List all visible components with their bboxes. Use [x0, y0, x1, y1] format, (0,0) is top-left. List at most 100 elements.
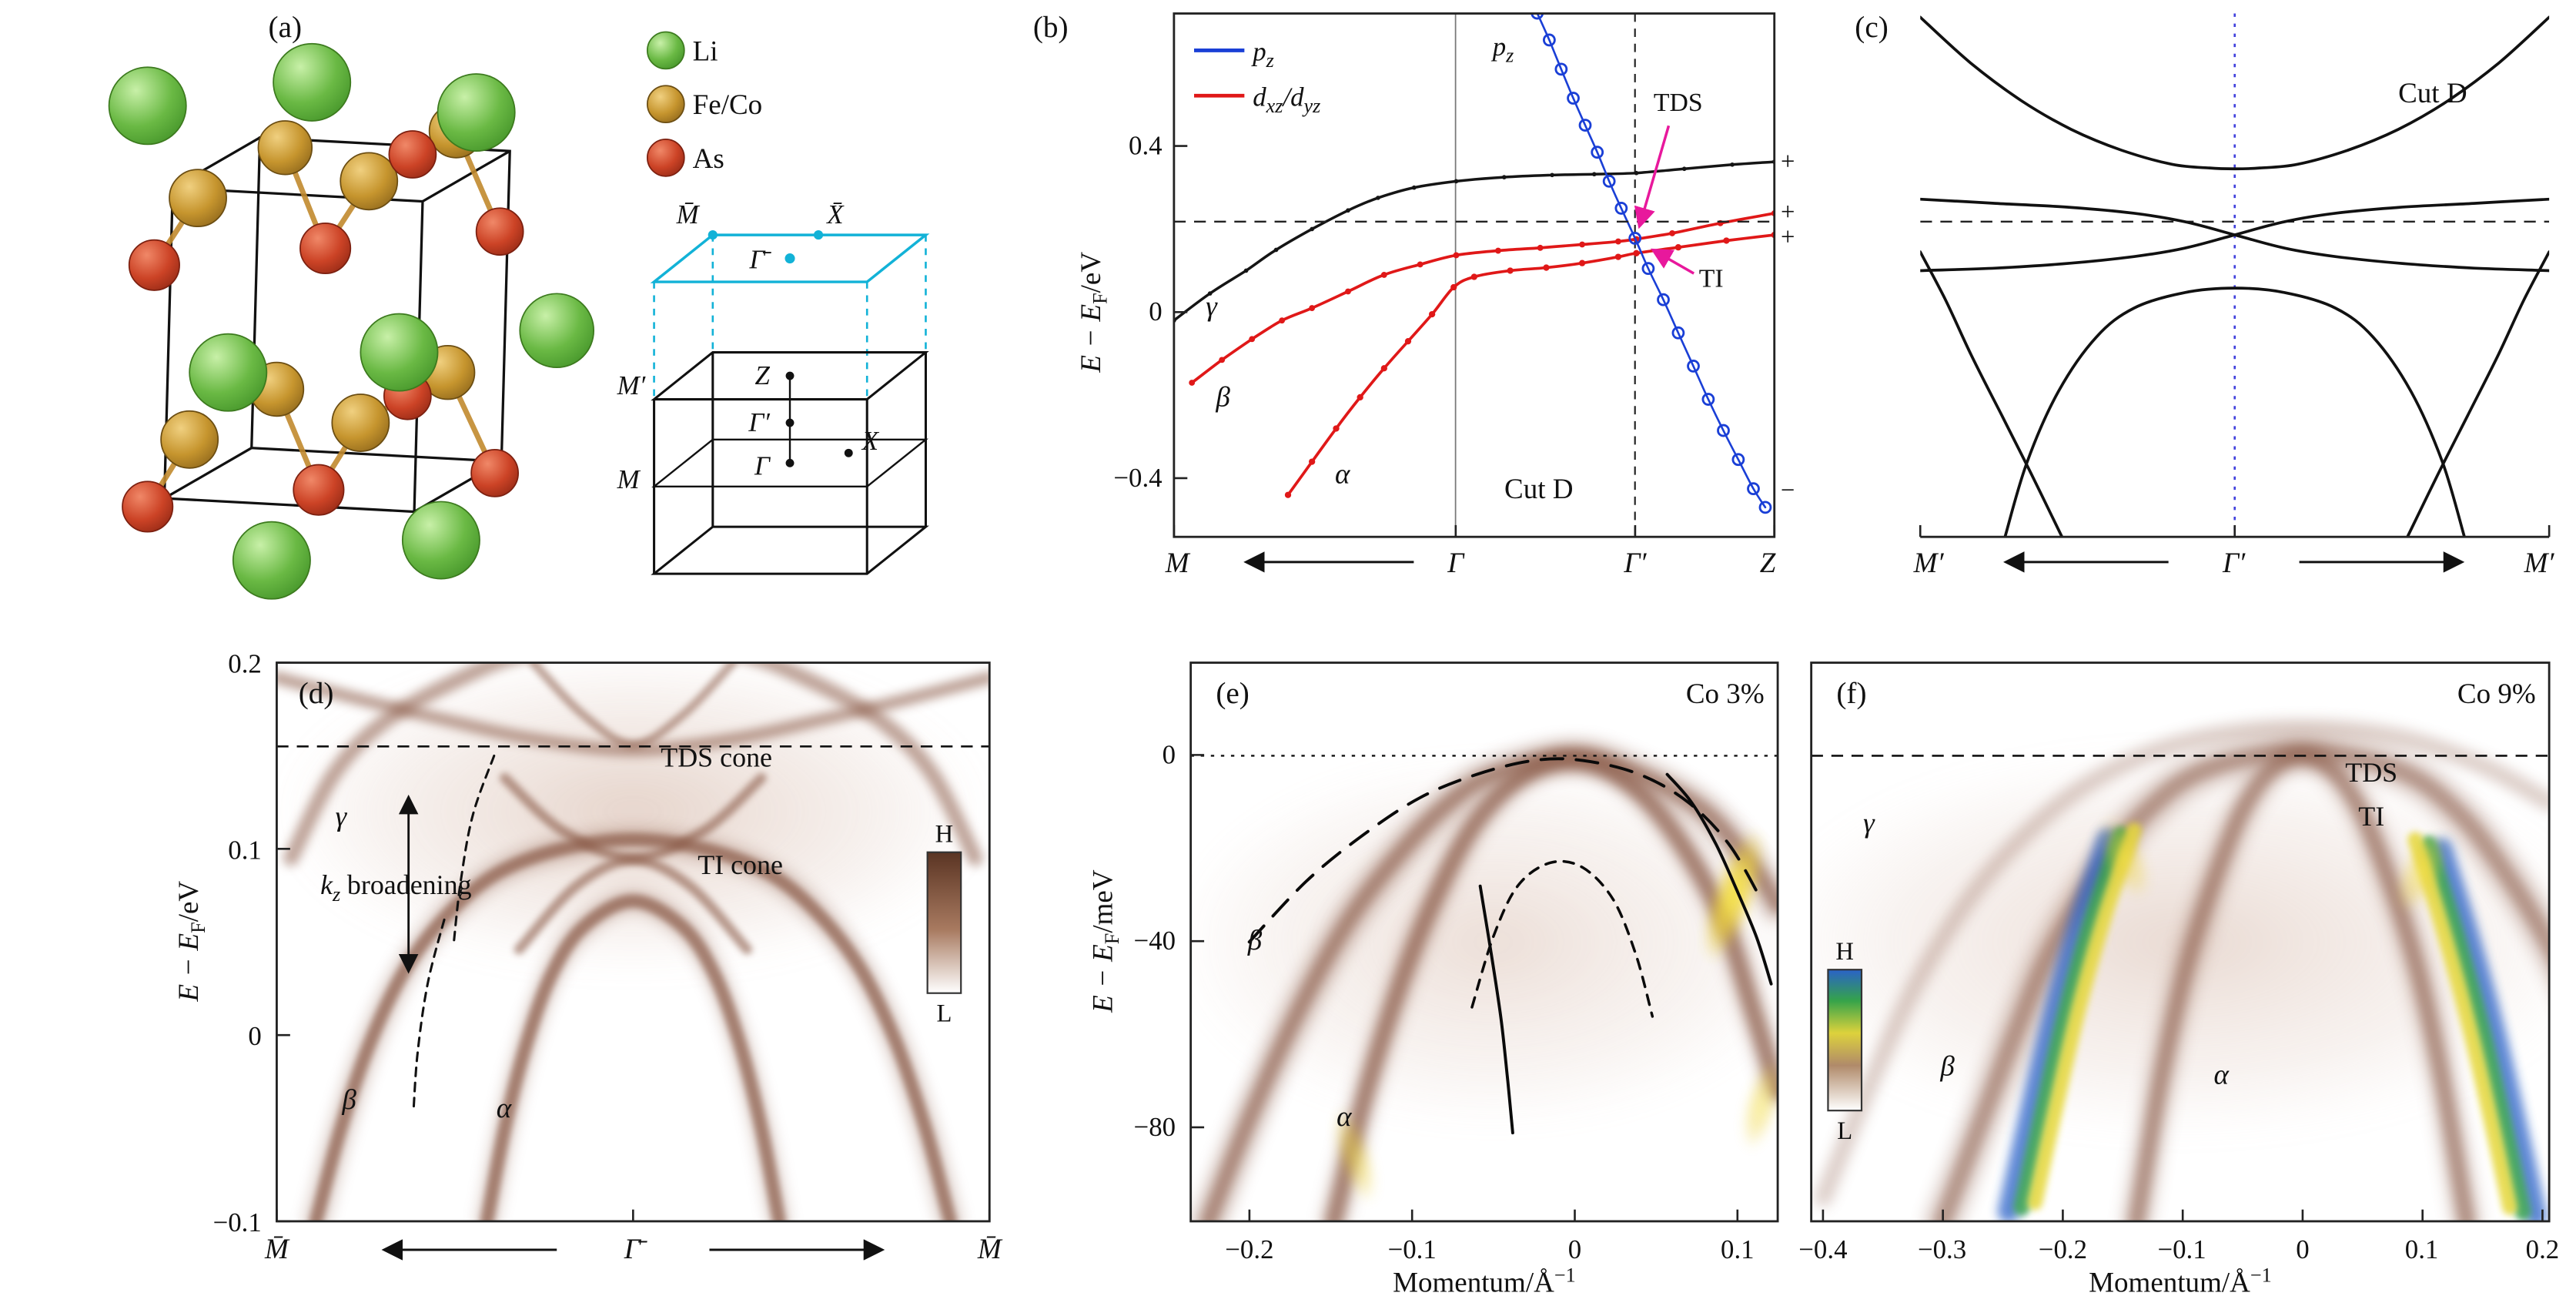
- gamma-band-marker: [1730, 162, 1735, 167]
- beta-band-marker: [1279, 317, 1286, 324]
- tds-electron-band: [276, 671, 990, 756]
- panel-e-label: (e): [1216, 677, 1250, 710]
- pz-band-marker: [1591, 146, 1604, 159]
- parity-minus: −: [1781, 477, 1795, 504]
- li-atoms: [108, 42, 595, 600]
- beta-band-marker: [1309, 305, 1316, 311]
- panel-d-plot-area: [276, 662, 990, 1221]
- z-label: Z: [754, 360, 770, 390]
- f-alpha-band-label: α: [2213, 1059, 2230, 1090]
- e-doping-label: Co 3%: [1686, 678, 1765, 710]
- mbar-label: M̄: [676, 199, 701, 229]
- crystal-structure: [108, 42, 595, 600]
- panel-a: (a): [108, 11, 930, 600]
- x-label: X: [861, 426, 880, 456]
- panel-d-ticks: [276, 661, 991, 1223]
- gamma-band: [1173, 160, 1775, 322]
- b-ytick-1: 0: [1149, 296, 1162, 327]
- beta-band: [1200, 747, 1778, 1221]
- outer-hole-band-left: [1920, 250, 2063, 537]
- alpha-band-marker: [1578, 260, 1586, 266]
- alpha-band-marker: [1428, 310, 1436, 318]
- beta-band-marker: [1249, 336, 1256, 343]
- d-ytick-2: 0: [248, 1021, 261, 1051]
- pz-band-marker: [1614, 202, 1628, 215]
- mbar-point: [708, 229, 718, 240]
- panel-f-axes: −0.4 −0.3 −0.2 −0.1 0 0.1 0.2 Momentum/Å…: [1798, 661, 2560, 1296]
- beta-band-marker: [1537, 244, 1544, 251]
- xbar-point: [813, 229, 824, 240]
- parity-plus-3: +: [1781, 223, 1795, 251]
- e-ytick-2: −80: [1134, 1112, 1176, 1142]
- pz-band-marker: [1628, 232, 1642, 245]
- gamma-band-marker: [1591, 172, 1597, 177]
- f-xtick-6: 0.2: [2526, 1234, 2560, 1264]
- d-xtick-m-right: M̄: [977, 1234, 1003, 1265]
- alpha-band-marker: [1380, 365, 1387, 372]
- as-legend-label: As: [693, 143, 724, 175]
- f-beta-band-label: β: [1939, 1050, 1955, 1082]
- beta-band-marker: [1495, 247, 1501, 254]
- e-xtick-2: 0: [1568, 1234, 1581, 1264]
- beta-band-marker: [1579, 241, 1586, 248]
- c-xtick-mprime-right: M′: [2524, 548, 2555, 579]
- pz-band-marker: [1531, 13, 1544, 20]
- gamma-band-marker: [1310, 226, 1314, 232]
- d-ytick-1: 0.1: [228, 835, 262, 865]
- b-y-axis-label: E − EF/eV: [1076, 252, 1112, 373]
- gamma-prime-point: [785, 418, 795, 427]
- b-xtick-z: Z: [1760, 548, 1776, 579]
- alpha-band-marker: [1284, 491, 1292, 498]
- alpha-band-marker: [1357, 393, 1363, 401]
- x-point: [844, 448, 853, 457]
- gamma-band: [1815, 719, 2550, 1207]
- f-xtick-2: −0.2: [2039, 1234, 2087, 1264]
- hotspot-right-low: [1741, 1059, 1778, 1150]
- xbar-label: X̄: [825, 199, 845, 229]
- c-cut-d-label: Cut D: [2398, 78, 2467, 109]
- f-xtick-4: 0: [2296, 1234, 2309, 1264]
- brillouin-zone: M̄ X̄ Γ̄ M′ M Z Γ′ Γ X: [617, 199, 930, 575]
- ti-label: TI: [1699, 265, 1724, 293]
- streak-left-green: [2013, 826, 2129, 1216]
- parity-plus-2: +: [1781, 198, 1795, 226]
- e-xtick-0: −0.2: [1225, 1234, 1273, 1264]
- gamma-band-marker: [1634, 170, 1639, 176]
- e-xtick-1: −0.1: [1388, 1234, 1437, 1264]
- pz-band-marker: [1567, 92, 1580, 105]
- f-xtick-3: −0.1: [2157, 1234, 2206, 1264]
- gamma-band-marker: [1454, 179, 1459, 184]
- f-gamma-band-label: γ: [1863, 808, 1875, 839]
- beta-band-marker: [1417, 261, 1423, 268]
- c-xtick-mprime-left: M′: [1913, 548, 1945, 579]
- panel-a-label: (a): [269, 11, 303, 44]
- gamma-label: Γ: [754, 451, 771, 481]
- f-ti-label: TI: [2358, 801, 2384, 832]
- gamma-band-marker: [1550, 172, 1554, 178]
- beta-band-marker: [1669, 229, 1675, 236]
- panel-c-axes: M′ Γ′ M′ (c) Cut D: [1855, 11, 2554, 579]
- li-legend-icon: [646, 31, 685, 70]
- alpha-band-marker: [1404, 338, 1412, 345]
- panel-b-ticks: [1173, 145, 1776, 537]
- pz-band-marker: [1687, 360, 1700, 373]
- f-xtick-0: −0.4: [1798, 1234, 1847, 1264]
- b-xtick-m: M: [1165, 548, 1191, 579]
- beta-band: [1190, 212, 1775, 384]
- panel-e-annotations: (e) Co 3% β α: [1216, 677, 1764, 1133]
- d-colorbar: [926, 851, 962, 994]
- beta-band-marker: [1615, 238, 1621, 245]
- pz-band-marker: [1578, 119, 1592, 132]
- streak-left-blue: [1997, 829, 2119, 1221]
- m-label: M: [617, 464, 641, 494]
- alpha-band-marker: [1674, 244, 1682, 251]
- f-colorbar-high-label: H: [1835, 938, 1854, 966]
- background-wash: [1190, 757, 1778, 1127]
- pz-band-marker: [1657, 293, 1670, 306]
- panel-b-label: (b): [1033, 11, 1069, 44]
- tds-upper-cone: [529, 662, 738, 749]
- f-xtick-5: 0.1: [2405, 1234, 2439, 1264]
- panel-f-annotations: (f) Co 9% TDS TI γ β α H L: [1827, 677, 2536, 1145]
